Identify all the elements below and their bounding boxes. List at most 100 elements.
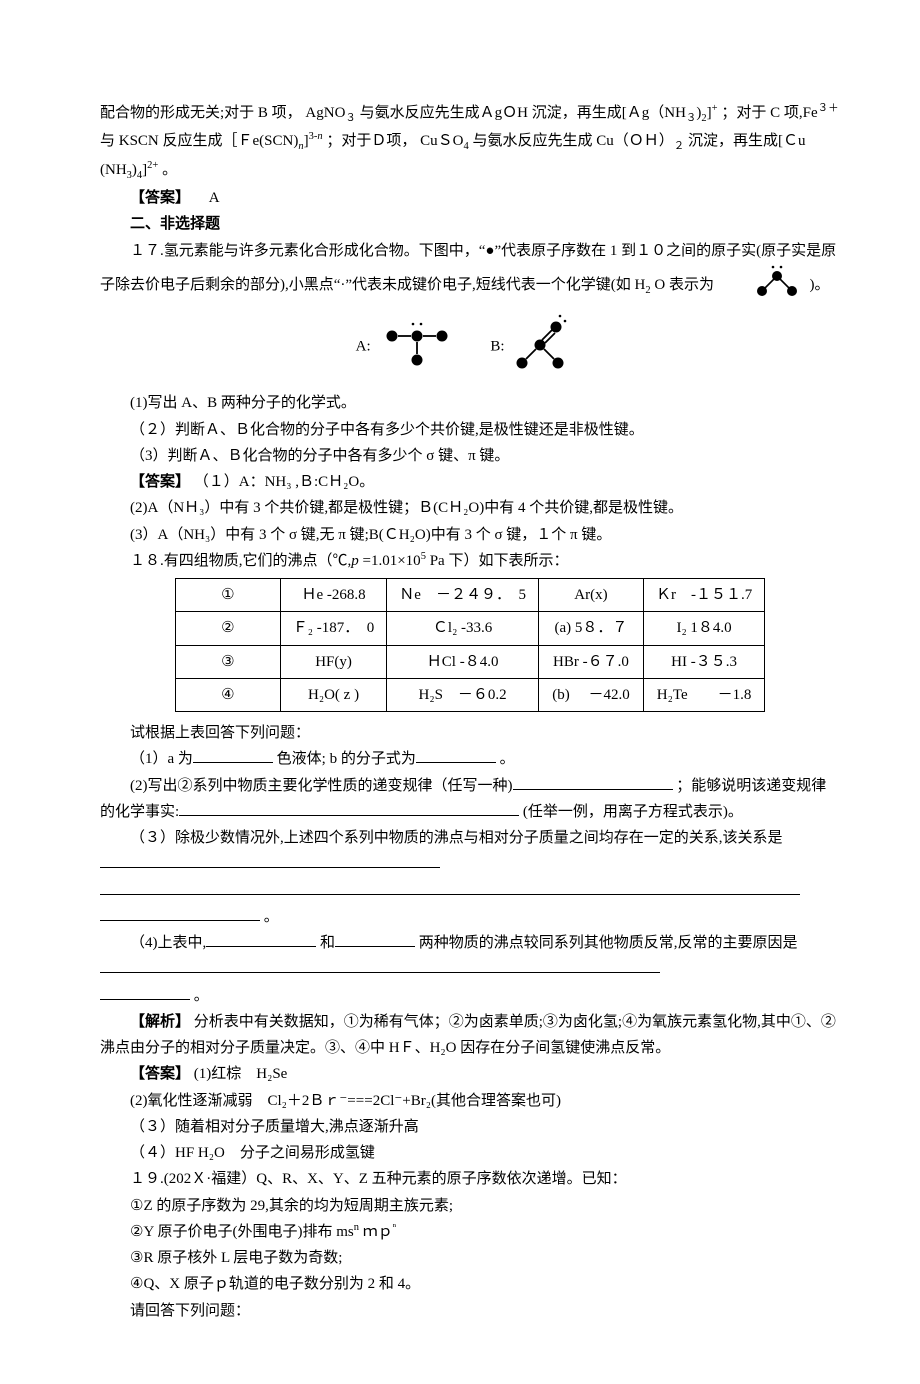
blank: [206, 931, 316, 947]
sup-5: 5: [421, 551, 426, 562]
q17-stem-c: )。: [809, 277, 829, 293]
q18-after-table: 试根据上表回答下列问题：: [100, 720, 840, 746]
q17-ans1-t: （１）A：NH₃ ,Ｂ:CＨ₂O。: [194, 474, 374, 490]
jiexi-prefix: 【解析】: [130, 1014, 190, 1030]
q18-jiexi-t: 分析表中有关数据知，①为稀有气体；②为卤素单质;③为卤化氢;④为氧族元素氢化物,…: [100, 1014, 836, 1056]
q18-stem-a: １８.有四组物质,它们的沸点（℃,: [130, 553, 351, 569]
label-a: A:: [356, 339, 371, 355]
q18-sub3: （３）除极少数情况外,上述四个系列中物质的沸点与相对分子质量之间均存在一定的关系…: [100, 825, 840, 878]
q18-jiexi: 【解析】 分析表中有关数据知，①为稀有气体；②为卤素单质;③为卤化氢;④为氧族元…: [100, 1009, 840, 1062]
q18-sub3-lines: 。: [100, 878, 840, 931]
cell: Ｈe -268.8: [280, 579, 386, 612]
cell: HI -３５.3: [643, 645, 764, 678]
q17-sub1: (1)写出 A、B 两种分子的化学式。: [100, 390, 840, 416]
sub-n: n: [298, 141, 303, 152]
cell: ①: [175, 579, 280, 612]
intro-text-b: 与氨水反应先生成ＡgＯH 沉淀，再生成[Ａg（NH: [360, 105, 686, 121]
sub-3b: ３: [686, 113, 697, 124]
q18-ans4: （４）HF H₂O 分子之间易形成氢键: [100, 1140, 840, 1166]
q18-sub1: （1）a 为 色液体; b 的分子式为 。: [100, 746, 840, 772]
q18-stem-b: =1.01×10: [363, 553, 421, 569]
blank: [179, 800, 519, 816]
q18-ans1: (1)红棕 H₂Se: [194, 1066, 288, 1082]
q18-ans-block: 【答案】 (1)红棕 H₂Se: [100, 1061, 840, 1087]
q17-diagrams: A: B:: [100, 313, 840, 380]
intro-text-c: ；对于 C 项,Fe: [721, 105, 817, 121]
q19-l1: ①Z 的原子序数为 29,其余的均为短周期主族元素;: [100, 1193, 840, 1219]
cell: H₂O( z ): [280, 678, 386, 711]
q17-sub3: （3）判断Ａ、Ｂ化合物的分子中各有多少个 σ 键、π 键。: [100, 443, 840, 469]
q18-ans3: （３）随着相对分子质量增大,沸点逐渐升高: [100, 1114, 840, 1140]
intro-text-d: 与 KSCN 反应生成［Ｆe(SCN): [100, 133, 298, 149]
q18-sub1-a: （1）a 为: [130, 751, 193, 767]
blank: [100, 905, 260, 921]
cell: ②: [175, 612, 280, 645]
q18-sub4-b: 和: [320, 935, 335, 951]
blank: [513, 774, 673, 790]
q19-l2: ②Y 原子价电子(外围电子)排布 msn ｍｐⁿ: [100, 1219, 840, 1245]
sup-n2: ⁿ: [393, 1222, 396, 1233]
q18-sub3-b: 。: [264, 909, 279, 925]
sub-3c: 3: [127, 170, 132, 181]
label-b: B:: [490, 339, 504, 355]
q17-ans1: 【答案】 （１）A：NH₃ ,Ｂ:CＨ₂O。: [100, 469, 840, 495]
q17-sub2: （２）判断Ａ、Ｂ化合物的分子中各有多少个共价键,是极性键还是非极性键。: [100, 417, 840, 443]
blank: [100, 984, 190, 1000]
section-2-title: 二、非选择题: [100, 211, 840, 237]
blank: [416, 747, 496, 763]
sup-3plus: ３＋: [818, 103, 839, 114]
q18-sub2-c: (任举一例，用离子方程式表示)。: [523, 804, 743, 820]
cell: H₂S －６0.2: [387, 678, 539, 711]
molecule-b-diagram: [508, 313, 584, 380]
table-row: ③ HF(y) ＨCl -８4.0 HBr -６７.0 HI -３５.3: [175, 645, 764, 678]
q18-sub3-a: （３）除极少数情况外,上述四个系列中物质的沸点与相对分子质量之间均存在一定的关系…: [130, 830, 783, 846]
sup-n: n: [354, 1222, 359, 1233]
sub-4b: 4: [137, 170, 142, 181]
q18-sub4-a: （4)上表中,: [130, 935, 206, 951]
intro-text-f: 与氨水反应先生成 Cu（ＯＨ）: [472, 133, 673, 149]
intro-text-e: ；对于Ｄ项， CuＳO: [326, 133, 463, 149]
intro-text-a: 配合物的形成无关;对于 B 项， AgNO: [100, 105, 345, 121]
answer-a: A: [209, 190, 220, 206]
q18-sub4-line2: 。: [100, 983, 840, 1009]
sub-h2o: 2: [645, 285, 650, 296]
sup-2plus: 2+: [147, 160, 158, 171]
cell: HF(y): [280, 645, 386, 678]
q17-stem: １７.氢元素能与许多元素化合形成化合物。下图中，“●”代表原子序数在 1 到１０…: [100, 238, 840, 308]
sub-2b: ２: [674, 141, 685, 152]
sub-2: 2: [701, 113, 706, 124]
blank: [335, 931, 415, 947]
sub-3: ３: [345, 113, 356, 124]
blank: [100, 957, 660, 973]
blank: [100, 879, 800, 895]
table-row: ② Ｆ₂ -187． 0 Ｃl₂ -33.6 (a) 5８．７ I₂ 1８4.0: [175, 612, 764, 645]
q19-l4: ④Q、X 原子ｐ轨道的电子数分别为 2 和 4。: [100, 1271, 840, 1297]
q18-sub1-c: 。: [500, 751, 515, 767]
cell: ③: [175, 645, 280, 678]
table-row: ① Ｈe -268.8 Ｎe －２４９． 5 Ar(x) Ｋr -１５１.7: [175, 579, 764, 612]
blank: [193, 747, 273, 763]
q18-ans2: (2)氧化性逐渐减弱 Cl₂＋2Ｂｒ⁻===2Cl⁻+Br₂(其他合理答案也可): [100, 1088, 840, 1114]
q18-sub4-d: 。: [194, 988, 209, 1004]
cell: ＨCl -８4.0: [387, 645, 539, 678]
table-row: ④ H₂O( z ) H₂S －６0.2 (b) －42.0 H₂Te －1.8: [175, 678, 764, 711]
cell: H₂Te －1.8: [643, 678, 764, 711]
q18-sub1-b: 色液体; b 的分子式为: [277, 751, 416, 767]
q17-ans2: (2)A（NＨ₃）中有 3 个共价键,都是极性键；Ｂ(CＨ₂O)中有 4 个共价…: [100, 495, 840, 521]
intro-text-h: 。: [162, 162, 177, 178]
q18-sub2-a: (2)写出②系列中物质主要化学性质的递变规律（任写一种): [130, 778, 513, 794]
blank: [100, 852, 440, 868]
q18-sub4: （4)上表中, 和 两种物质的沸点较同系列其他物质反常,反常的主要原因是: [100, 930, 840, 983]
q18-stem-c: Pa 下）如下表所示：: [430, 553, 569, 569]
q18-stem: １８.有四组物质,它们的沸点（℃,p =1.01×105 Pa 下）如下表所示：: [100, 548, 840, 574]
boiling-point-table: ① Ｈe -268.8 Ｎe －２４９． 5 Ar(x) Ｋr -１５１.7 ②…: [175, 578, 765, 712]
cell: I₂ 1８4.0: [643, 612, 764, 645]
answer-line-1: 【答案】 A: [100, 185, 840, 211]
q19-l2-a: ②Y 原子价电子(外围电子)排布 ms: [130, 1224, 354, 1240]
q19-l2-b: ｍｐ: [363, 1224, 393, 1240]
q19-stem: １９.(202Ｘ·福建）Q、R、X、Y、Z 五种元素的原子序数依次递增。已知：: [100, 1166, 840, 1192]
sup-3mn: 3-n: [309, 131, 323, 142]
sub-4: 4: [463, 141, 468, 152]
cell: ④: [175, 678, 280, 711]
cell: HBr -６７.0: [538, 645, 643, 678]
